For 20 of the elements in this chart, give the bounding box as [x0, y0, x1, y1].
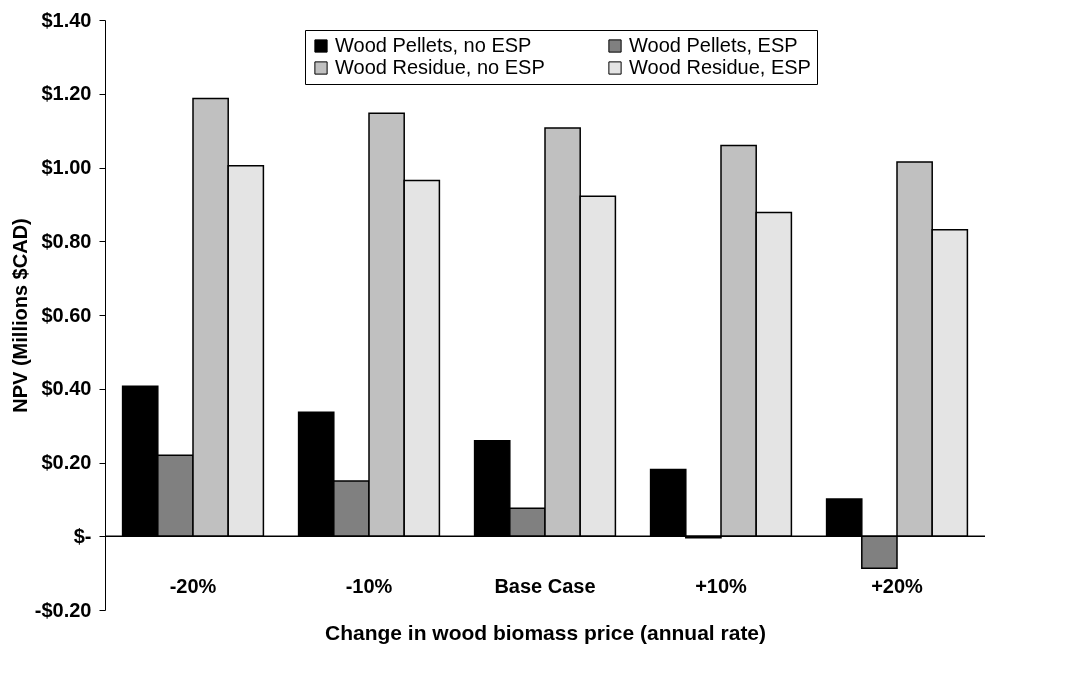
y-tick-label: -$0.20	[34, 598, 92, 621]
y-tick-label: $0.40	[41, 377, 92, 400]
y-tick-label: $0.20	[41, 451, 92, 473]
y-tick-label: $1.00	[41, 156, 92, 178]
y-axis-title: NPV (Millions $CAD)	[8, 218, 31, 413]
legend-label: Wood Pellets, ESP	[629, 34, 798, 56]
x-axis-title: Change in wood biomass price (annual rate)	[324, 620, 767, 644]
y-tick-label: $0.60	[41, 303, 92, 326]
y-tick-label: $1.40	[41, 8, 92, 31]
x-tick-label: +10%	[695, 574, 748, 597]
x-tick-label: -20%	[169, 574, 217, 597]
y-tick-label: $1.20	[41, 82, 92, 105]
y-tick-label: $0.80	[41, 229, 92, 252]
y-tick-label: $-	[73, 524, 92, 547]
x-tick-label: +20%	[871, 574, 924, 597]
legend-label: Wood Residue, ESP	[629, 56, 811, 78]
x-tick-label: -10%	[345, 574, 393, 597]
legend-label: Wood Residue, no ESP	[335, 56, 545, 78]
legend-label: Wood Pellets, no ESP	[335, 34, 532, 56]
x-tick-label: Base Case	[494, 574, 596, 597]
